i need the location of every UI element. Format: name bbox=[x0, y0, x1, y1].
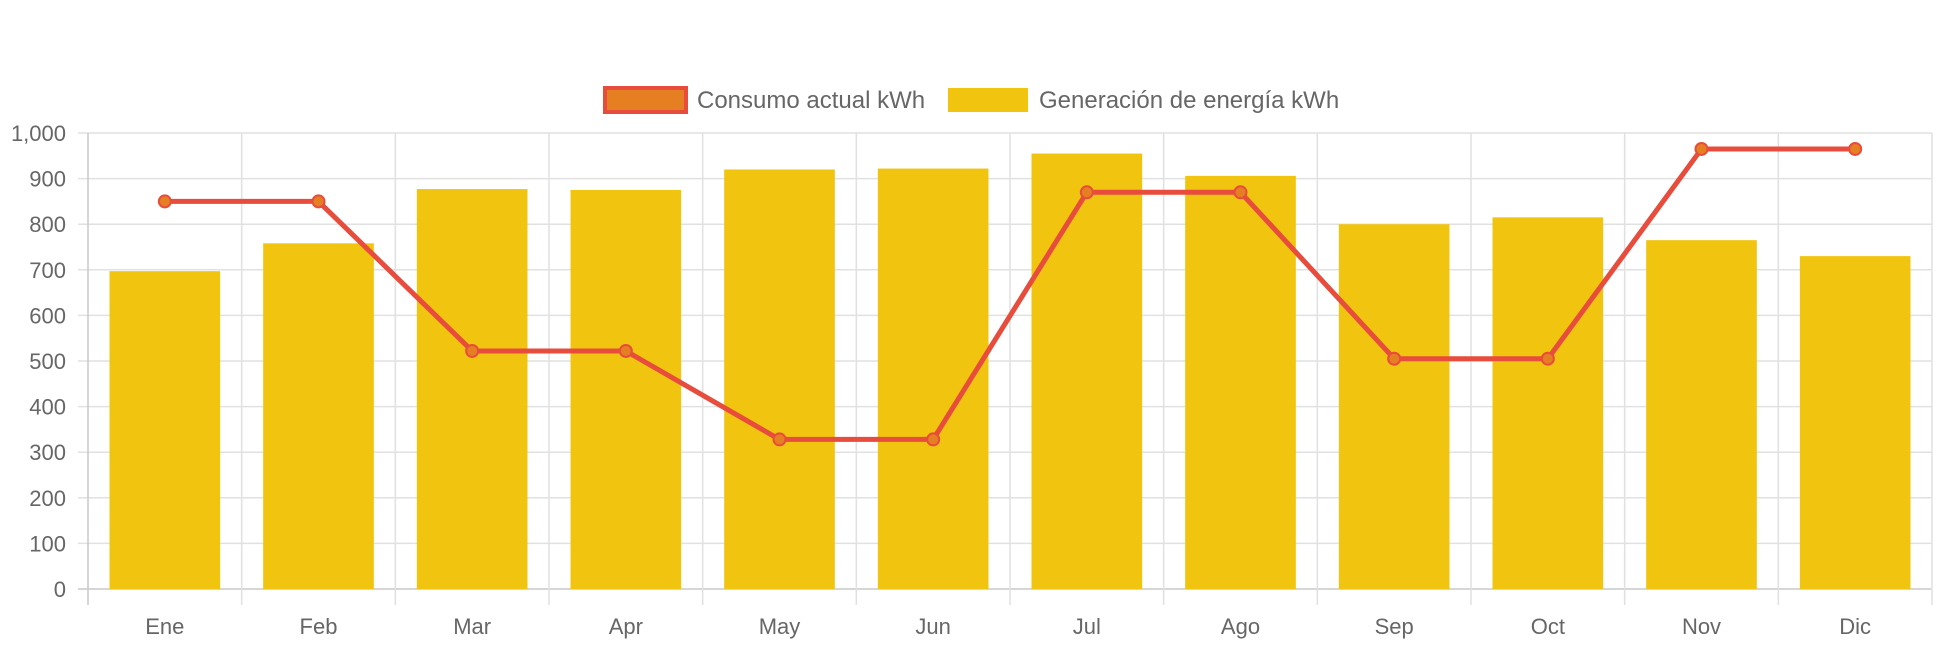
grid bbox=[78, 132, 1933, 605]
line-point-mar[interactable] bbox=[465, 343, 480, 358]
x-tick-label: Jul bbox=[1073, 614, 1101, 639]
y-tick-label: 300 bbox=[29, 440, 66, 465]
x-tick-label: Nov bbox=[1682, 614, 1721, 639]
bar-ene[interactable] bbox=[109, 271, 221, 589]
bar-apr[interactable] bbox=[570, 190, 682, 589]
x-tick-label: Dic bbox=[1839, 614, 1871, 639]
x-tick-label: Oct bbox=[1531, 614, 1565, 639]
y-tick-label: 500 bbox=[29, 349, 66, 374]
line-point-jun[interactable] bbox=[926, 432, 941, 447]
legend-label-generacion: Generación de energía kWh bbox=[1039, 87, 1339, 114]
legend-item-consumo[interactable]: Consumo actual kWh bbox=[603, 86, 925, 114]
bar-ago[interactable] bbox=[1185, 175, 1296, 589]
line-point-apr[interactable] bbox=[618, 343, 633, 358]
bar-oct[interactable] bbox=[1492, 217, 1604, 590]
y-tick-label: 100 bbox=[29, 531, 66, 556]
line-point-sep[interactable] bbox=[1387, 351, 1402, 366]
line-point-dic[interactable] bbox=[1848, 141, 1863, 156]
line-point-oct[interactable] bbox=[1540, 351, 1555, 366]
bars bbox=[109, 153, 1911, 590]
y-tick-label: 600 bbox=[29, 303, 66, 328]
y-tick-label: 900 bbox=[29, 167, 66, 192]
x-tick-label: Mar bbox=[453, 614, 491, 639]
x-tick-label: May bbox=[759, 614, 801, 639]
y-tick-label: 200 bbox=[29, 486, 66, 511]
x-tick-label: Sep bbox=[1375, 614, 1414, 639]
line-point-jul[interactable] bbox=[1079, 185, 1094, 200]
y-tick-label: 0 bbox=[54, 577, 66, 602]
x-tick-label: Ago bbox=[1221, 614, 1260, 639]
x-tick-label: Apr bbox=[609, 614, 643, 639]
x-tick-label: Ene bbox=[145, 614, 184, 639]
y-tick-label: 1,000 bbox=[11, 121, 66, 146]
x-tick-label: Feb bbox=[300, 614, 338, 639]
consumo-line-series bbox=[157, 141, 1863, 447]
x-axis: Ene Feb Mar Apr May Jun Jul Ago Sep Oct Nov Dic bbox=[145, 614, 1871, 639]
y-tick-label: 700 bbox=[29, 258, 66, 283]
line-point-feb[interactable] bbox=[311, 194, 326, 209]
legend-label-consumo: Consumo actual kWh bbox=[697, 87, 925, 114]
bar-mar[interactable] bbox=[416, 189, 528, 589]
bar-feb[interactable] bbox=[263, 243, 374, 590]
legend-item-generacion[interactable]: Generación de energía kWh bbox=[948, 87, 1339, 114]
x-tick-label: Jun bbox=[915, 614, 950, 639]
bar-sep[interactable] bbox=[1338, 224, 1450, 589]
legend-swatch-generacion bbox=[948, 88, 1028, 112]
line-point-ago[interactable] bbox=[1233, 185, 1248, 200]
line-point-ene[interactable] bbox=[157, 194, 172, 209]
y-tick-label: 800 bbox=[29, 212, 66, 237]
bar-dic[interactable] bbox=[1799, 256, 1911, 589]
y-tick-label: 400 bbox=[29, 395, 66, 420]
legend[interactable]: Consumo actual kWh Generación de energía… bbox=[603, 86, 1339, 114]
line-point-nov[interactable] bbox=[1694, 141, 1709, 156]
y-axis: 0 100 200 300 400 500 600 700 800 900 1,000 bbox=[11, 121, 66, 602]
consumo-line bbox=[164, 146, 1856, 442]
legend-swatch-consumo bbox=[603, 86, 688, 114]
line-point-may[interactable] bbox=[772, 432, 787, 447]
bar-jul[interactable] bbox=[1031, 153, 1143, 589]
bar-may[interactable] bbox=[724, 169, 835, 590]
bar-nov[interactable] bbox=[1646, 240, 1757, 589]
